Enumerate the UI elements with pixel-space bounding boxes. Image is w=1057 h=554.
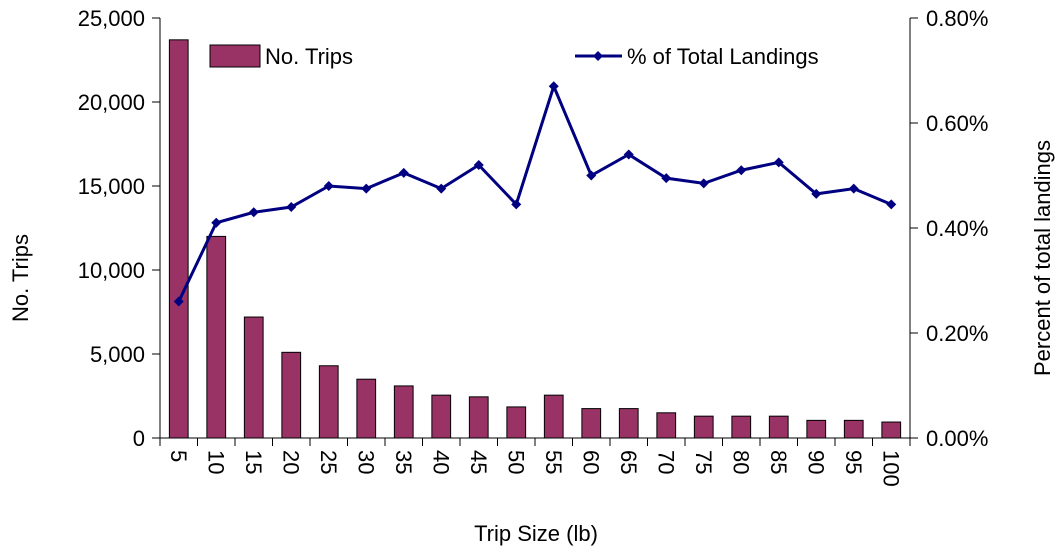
x-tick-label: 55 bbox=[541, 450, 566, 474]
bar bbox=[206, 235, 227, 439]
y1-tick-label: 20,000 bbox=[78, 90, 145, 115]
y2-tick-label: 0.60% bbox=[926, 111, 988, 136]
bar bbox=[431, 394, 452, 439]
line-marker bbox=[698, 178, 709, 189]
x-tick-label: 15 bbox=[241, 450, 266, 474]
x-tick-label: 90 bbox=[803, 450, 828, 474]
y1-axis: 0 5,000 10,000 15,000 20,000 25,000 bbox=[78, 6, 161, 451]
bar bbox=[356, 378, 377, 439]
legend-line-marker bbox=[593, 51, 603, 61]
line-marker bbox=[586, 170, 597, 181]
y1-tick-label: 15,000 bbox=[78, 174, 145, 199]
x-tick-label: 35 bbox=[391, 450, 416, 474]
y1-tick-label: 0 bbox=[133, 426, 145, 451]
legend-label-bars: No. Trips bbox=[265, 44, 353, 69]
bar bbox=[168, 39, 189, 439]
bar bbox=[468, 396, 489, 439]
line-marker bbox=[811, 188, 822, 199]
y1-axis-title: No. Trips bbox=[8, 234, 33, 322]
legend: No. Trips % of Total Landings bbox=[209, 44, 819, 69]
x-tick-label: 10 bbox=[203, 450, 228, 474]
x-tick-label: 95 bbox=[841, 450, 866, 474]
bar bbox=[656, 412, 677, 439]
bar bbox=[693, 415, 714, 439]
line-marker bbox=[286, 202, 297, 212]
x-tick-label: 65 bbox=[616, 450, 641, 474]
line-marker bbox=[511, 199, 522, 210]
y2-axis-title: Percent of total landings bbox=[1030, 140, 1055, 376]
line-marker bbox=[173, 296, 184, 307]
y2-axis: 0.00% 0.20% 0.40% 0.60% 0.80% bbox=[909, 6, 988, 451]
bar bbox=[543, 394, 564, 439]
x-tick-label: 60 bbox=[578, 450, 603, 474]
y1-tick-label: 10,000 bbox=[78, 258, 145, 283]
bar-series bbox=[168, 39, 902, 439]
x-tick-label: 30 bbox=[353, 450, 378, 474]
line-marker bbox=[886, 199, 897, 210]
line-marker bbox=[323, 181, 334, 191]
legend-swatch-bars bbox=[209, 44, 261, 68]
bar bbox=[843, 419, 864, 439]
line-marker bbox=[773, 157, 784, 168]
line-marker bbox=[623, 149, 634, 160]
bar bbox=[393, 385, 414, 439]
line-marker bbox=[436, 183, 447, 194]
x-tick-label: 100 bbox=[878, 450, 903, 487]
bar bbox=[506, 406, 527, 439]
bar bbox=[318, 365, 339, 439]
y1-tick-label: 25,000 bbox=[78, 6, 145, 31]
x-tick-label: 25 bbox=[316, 450, 341, 474]
x-tick-label: 75 bbox=[691, 450, 716, 474]
line-marker bbox=[548, 81, 559, 92]
bar bbox=[243, 316, 264, 439]
bar bbox=[731, 415, 752, 439]
y2-tick-label: 0.40% bbox=[926, 216, 988, 241]
bar bbox=[806, 419, 827, 439]
bar bbox=[881, 421, 902, 439]
bar bbox=[618, 408, 639, 439]
line-series bbox=[173, 81, 897, 307]
x-tick-label: 85 bbox=[766, 450, 791, 474]
x-tick-label: 45 bbox=[466, 450, 491, 474]
line-marker bbox=[248, 207, 259, 218]
x-axis: 5 10 15 20 25 30 35 40 45 50 55 60 65 70 75 80 85 90 95 100 bbox=[159, 437, 911, 487]
line-marker bbox=[211, 217, 222, 228]
x-tick-label: 50 bbox=[503, 450, 528, 474]
y2-tick-label: 0.20% bbox=[926, 321, 988, 346]
line-marker bbox=[848, 183, 859, 194]
bar bbox=[768, 415, 789, 439]
line-marker bbox=[661, 173, 672, 184]
y1-tick-label: 5,000 bbox=[90, 342, 145, 367]
legend-label-line: % of Total Landings bbox=[627, 44, 819, 69]
bar bbox=[581, 408, 602, 439]
line-path bbox=[177, 81, 892, 303]
x-tick-label: 20 bbox=[278, 450, 303, 474]
y2-tick-label: 0.00% bbox=[926, 426, 988, 451]
x-tick-label: 80 bbox=[728, 450, 753, 474]
line-marker bbox=[473, 160, 484, 170]
x-tick-label: 5 bbox=[166, 450, 191, 462]
line-marker bbox=[398, 167, 409, 178]
x-tick-label: 70 bbox=[653, 450, 678, 474]
x-tick-label: 40 bbox=[428, 450, 453, 474]
line-marker bbox=[736, 165, 747, 176]
y2-tick-label: 0.80% bbox=[926, 6, 988, 31]
bar bbox=[281, 351, 302, 439]
x-axis-title: Trip Size (lb) bbox=[474, 521, 598, 546]
line-marker bbox=[361, 183, 372, 194]
